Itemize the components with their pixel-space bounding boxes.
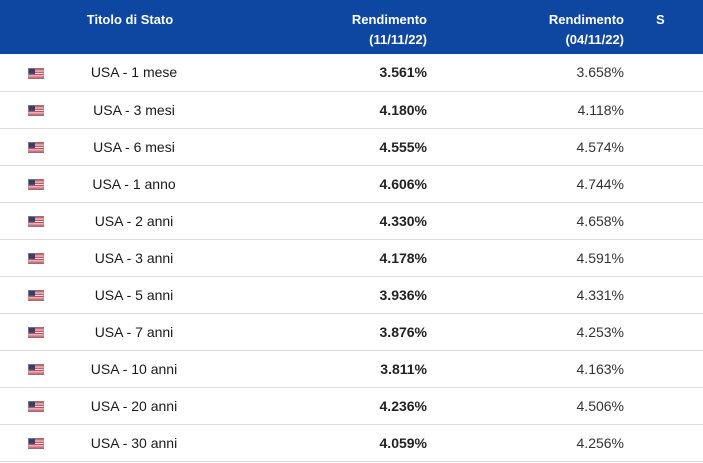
yield-previous: 4.574% [576, 138, 624, 155]
extra-cell [640, 54, 703, 91]
flag-cell [0, 313, 44, 350]
yield-previous: 4.744% [576, 175, 624, 192]
bond-name[interactable]: USA - 2 anni [94, 212, 174, 229]
us-flag-icon [28, 176, 44, 192]
us-flag-icon [28, 361, 44, 377]
yield-previous: 4.506% [576, 397, 624, 414]
yield-current: 3.936% [379, 286, 427, 303]
table-header: Titolo di Stato Rendimento (11/11/22) Re… [0, 0, 703, 54]
extra-cell [640, 165, 703, 202]
header-extra-label: S [656, 12, 665, 27]
yield-current: 4.330% [379, 212, 427, 229]
us-flag-icon [28, 139, 44, 155]
extra-cell [640, 313, 703, 350]
extra-cell [640, 424, 703, 461]
table-row[interactable]: USA - 1 anno 4.606% 4.744% [0, 165, 703, 202]
yield-previous: 4.256% [576, 434, 624, 451]
flag-cell [0, 91, 44, 128]
us-flag-icon [28, 250, 44, 266]
yield-previous: 4.118% [577, 101, 624, 118]
table-row[interactable]: USA - 20 anni 4.236% 4.506% [0, 387, 703, 424]
yield-previous: 4.591% [576, 249, 624, 266]
table-row[interactable]: USA - 1 mese 3.561% 3.658% [0, 54, 703, 91]
yield-current: 4.236% [379, 397, 427, 414]
table-row[interactable]: USA - 5 anni 3.936% 4.331% [0, 276, 703, 313]
yield-previous: 4.331% [576, 286, 624, 303]
yield-current: 4.178% [379, 249, 427, 266]
us-flag-icon [28, 435, 44, 451]
table-row[interactable]: USA - 6 mesi 4.555% 4.574% [0, 128, 703, 165]
table-row[interactable]: USA - 30 anni 4.059% 4.256% [0, 424, 703, 461]
flag-cell [0, 128, 44, 165]
table-row[interactable]: USA - 3 mesi 4.180% 4.118% [0, 91, 703, 128]
us-flag-icon [28, 213, 44, 229]
header-yield1-col[interactable]: Rendimento (11/11/22) [238, 0, 443, 54]
bond-name[interactable]: USA - 7 anni [94, 323, 174, 340]
extra-cell [640, 128, 703, 165]
header-title-col[interactable]: Titolo di Stato [30, 0, 238, 54]
yield-current: 3.561% [379, 64, 427, 81]
yield-current: 3.876% [379, 323, 427, 340]
bond-name[interactable]: USA - 1 mese [90, 64, 178, 81]
us-flag-icon [28, 324, 44, 340]
header-yield2-col[interactable]: Rendimento (04/11/22) [443, 0, 640, 54]
header-yield2-date: (04/11/22) [565, 32, 624, 47]
header-extra-col[interactable]: S [640, 0, 703, 54]
yield-previous: 4.253% [576, 323, 624, 340]
yield-current: 4.180% [379, 101, 427, 118]
flag-cell [0, 350, 44, 387]
header-yield1-date: (11/11/22) [369, 32, 427, 47]
bond-name[interactable]: USA - 20 anni [90, 397, 178, 414]
us-flag-icon [28, 398, 44, 414]
bond-name[interactable]: USA - 1 anno [92, 175, 176, 192]
bond-name[interactable]: USA - 3 mesi [93, 101, 175, 118]
bond-name[interactable]: USA - 6 mesi [93, 138, 175, 155]
header-yield2-label: Rendimento [548, 12, 624, 27]
bond-name[interactable]: USA - 5 anni [94, 286, 174, 303]
extra-cell [640, 387, 703, 424]
yield-previous: 4.658% [576, 212, 624, 229]
yield-previous: 4.163% [576, 360, 624, 377]
flag-cell [0, 239, 44, 276]
table-row[interactable]: USA - 7 anni 3.876% 4.253% [0, 313, 703, 350]
table-row[interactable]: USA - 3 anni 4.178% 4.591% [0, 239, 703, 276]
flag-cell [0, 387, 44, 424]
yield-current: 4.606% [379, 175, 427, 192]
yield-current: 3.811% [380, 360, 427, 377]
header-title-label: Titolo di Stato [86, 12, 174, 27]
table-body: USA - 1 mese 3.561% 3.658% USA - 3 mesi 4.18… [0, 54, 703, 461]
us-flag-icon [28, 64, 44, 80]
us-flag-icon [28, 102, 44, 118]
extra-cell [640, 239, 703, 276]
flag-cell [0, 54, 44, 91]
extra-cell [640, 202, 703, 239]
header-row: Titolo di Stato Rendimento (11/11/22) Re… [0, 0, 703, 54]
header-flag-col [0, 0, 30, 54]
bond-name[interactable]: USA - 30 anni [90, 434, 178, 451]
extra-cell [640, 350, 703, 387]
flag-cell [0, 424, 44, 461]
extra-cell [640, 91, 703, 128]
us-flag-icon [28, 287, 44, 303]
bond-name[interactable]: USA - 3 anni [94, 249, 174, 266]
table-row[interactable]: USA - 10 anni 3.811% 4.163% [0, 350, 703, 387]
yield-previous: 3.658% [576, 64, 624, 81]
yield-current: 4.059% [379, 434, 427, 451]
bond-name[interactable]: USA - 10 anni [90, 360, 178, 377]
table-row[interactable]: USA - 2 anni 4.330% 4.658% [0, 202, 703, 239]
flag-cell [0, 202, 44, 239]
flag-cell [0, 276, 44, 313]
flag-cell [0, 165, 44, 202]
extra-cell [640, 276, 703, 313]
header-yield1-label: Rendimento [351, 12, 427, 27]
yield-current: 4.555% [379, 138, 427, 155]
